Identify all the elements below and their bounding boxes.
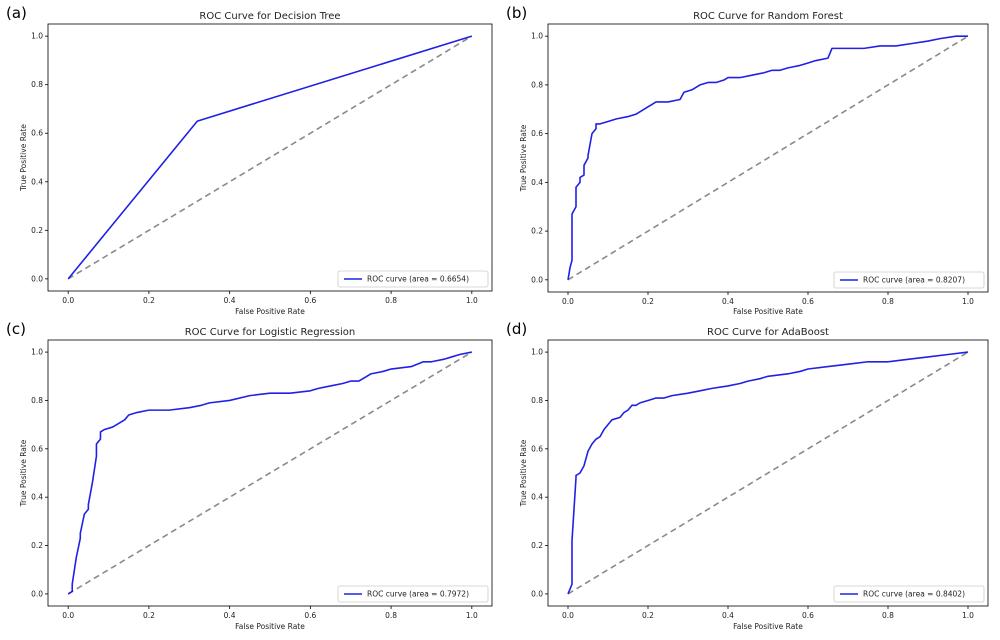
legend-box [833, 271, 985, 289]
diagonal-reference-line [67, 351, 473, 595]
x-tick-label: 0.0 [562, 297, 574, 306]
x-tick-label: 0.8 [882, 611, 894, 620]
plot-frame [547, 339, 989, 607]
x-tick-label: 0.6 [802, 297, 814, 306]
y-tick-label: 0.4 [531, 493, 543, 502]
x-tick-label: 0.2 [642, 297, 654, 306]
chart-panel-b: (b) ROC Curve for Random Forest 0.0 0.2 0.4… [500, 0, 1000, 320]
chart-title: ROC Curve for Decision Tree [199, 11, 340, 22]
panel-label: (a) [6, 4, 27, 22]
y-tick-label: 0.2 [531, 227, 543, 236]
y-axis-label: True Positive Rate [519, 439, 528, 507]
chart-panel-d: (d) ROC Curve for AdaBoost 0.0 0.2 0.4 0.6 0.… [500, 320, 1000, 640]
y-tick-label: 0.6 [531, 444, 543, 453]
x-axis-label: False Positive Rate [235, 622, 305, 631]
x-tick-label: 0.2 [143, 296, 155, 305]
x-tick-label: 0.8 [385, 296, 397, 305]
y-tick-label: 0.8 [531, 396, 543, 405]
y-tick-label: 1.0 [531, 348, 543, 357]
diagonal-reference-line [567, 351, 969, 595]
y-axis-label: True Positive Rate [19, 124, 28, 192]
x-tick-label: 0.8 [385, 611, 397, 620]
roc-curve-line [567, 35, 968, 280]
legend-box [337, 585, 489, 603]
x-tick-label: 1.0 [466, 611, 478, 620]
y-tick-label: 0.6 [31, 129, 43, 138]
roc-curve-line [67, 351, 472, 595]
x-axis-label: False Positive Rate [733, 307, 803, 316]
y-tick-label: 0.0 [531, 589, 543, 598]
x-tick-label: 0.2 [642, 611, 654, 620]
plot-frame [47, 339, 493, 607]
legend-entry: ROC curve (area = 0.7972) [367, 590, 469, 599]
y-tick-label: 0.2 [531, 541, 543, 550]
y-tick-label: 0.0 [31, 274, 43, 283]
y-tick-label: 0.0 [31, 589, 43, 598]
x-axis-label: False Positive Rate [235, 307, 305, 316]
y-tick-label: 0.4 [31, 493, 43, 502]
y-tick-label: 0.8 [31, 396, 43, 405]
legend-entry: ROC curve (area = 0.8402) [863, 590, 965, 599]
x-tick-label: 0.0 [562, 611, 574, 620]
y-tick-label: 0.2 [31, 541, 43, 550]
y-tick-label: 0.2 [31, 226, 43, 235]
x-tick-label: 0.6 [304, 296, 316, 305]
diagonal-reference-line [567, 35, 969, 281]
x-tick-label: 0.4 [722, 297, 734, 306]
diagonal-reference-line [67, 35, 473, 280]
y-tick-label: 0.6 [31, 444, 43, 453]
x-tick-label: 0.0 [62, 296, 74, 305]
y-axis-label: True Positive Rate [19, 439, 28, 507]
x-tick-label: 0.4 [224, 611, 236, 620]
y-tick-label: 0.0 [531, 275, 543, 284]
chart-panel-c: (c) ROC Curve for Logistic Regression 0.0… [0, 320, 500, 640]
y-tick-label: 0.4 [31, 177, 43, 186]
x-tick-label: 1.0 [962, 611, 974, 620]
chart-title: ROC Curve for Logistic Regression [185, 327, 356, 338]
y-tick-label: 0.6 [531, 129, 543, 138]
x-tick-label: 0.2 [143, 611, 155, 620]
chart-title: ROC Curve for AdaBoost [707, 327, 829, 338]
roc-chart-decision-tree: ROC Curve for Decision Tree 0.0 0.2 0.4 0.6 0… [19, 11, 493, 316]
panel-label: (c) [6, 320, 26, 338]
y-tick-label: 0.8 [31, 80, 43, 89]
legend-box [337, 270, 489, 288]
roc-curve-line [567, 351, 969, 595]
y-tick-label: 1.0 [31, 348, 43, 357]
roc-curve-line [67, 35, 473, 280]
chart-title: ROC Curve for Random Forest [693, 11, 843, 22]
x-tick-label: 0.0 [62, 611, 74, 620]
y-tick-label: 1.0 [531, 32, 543, 41]
legend-box [833, 585, 985, 603]
y-tick-label: 1.0 [31, 32, 43, 41]
legend-entry: ROC curve (area = 0.8207) [863, 276, 965, 285]
panel-label: (d) [506, 320, 528, 338]
x-tick-label: 0.6 [802, 611, 814, 620]
panel-label: (b) [506, 4, 528, 22]
y-tick-label: 0.4 [531, 178, 543, 187]
y-axis-label: True Positive Rate [519, 124, 528, 192]
roc-chart-logistic-regression: ROC Curve for Logistic Regression 0.0 0.2 0… [19, 327, 493, 631]
plot-frame [47, 23, 493, 292]
x-axis-label: False Positive Rate [733, 622, 803, 631]
x-tick-label: 1.0 [466, 296, 478, 305]
x-tick-label: 1.0 [962, 297, 974, 306]
x-tick-label: 0.4 [722, 611, 734, 620]
plot-frame [547, 23, 989, 293]
x-tick-label: 0.4 [224, 296, 236, 305]
legend-entry: ROC curve (area = 0.6654) [367, 275, 469, 284]
roc-chart-adaboost: ROC Curve for AdaBoost 0.0 0.2 0.4 0.6 0.8 1.0… [519, 327, 989, 631]
x-tick-label: 0.6 [304, 611, 316, 620]
x-tick-label: 0.8 [882, 297, 894, 306]
roc-chart-random-forest: ROC Curve for Random Forest 0.0 0.2 0.4 0.6 0… [519, 11, 989, 316]
chart-panel-a: (a) ROC Curve for Decision Tree 0.0 0.2 0.4… [0, 0, 500, 320]
y-tick-label: 0.8 [531, 80, 543, 89]
